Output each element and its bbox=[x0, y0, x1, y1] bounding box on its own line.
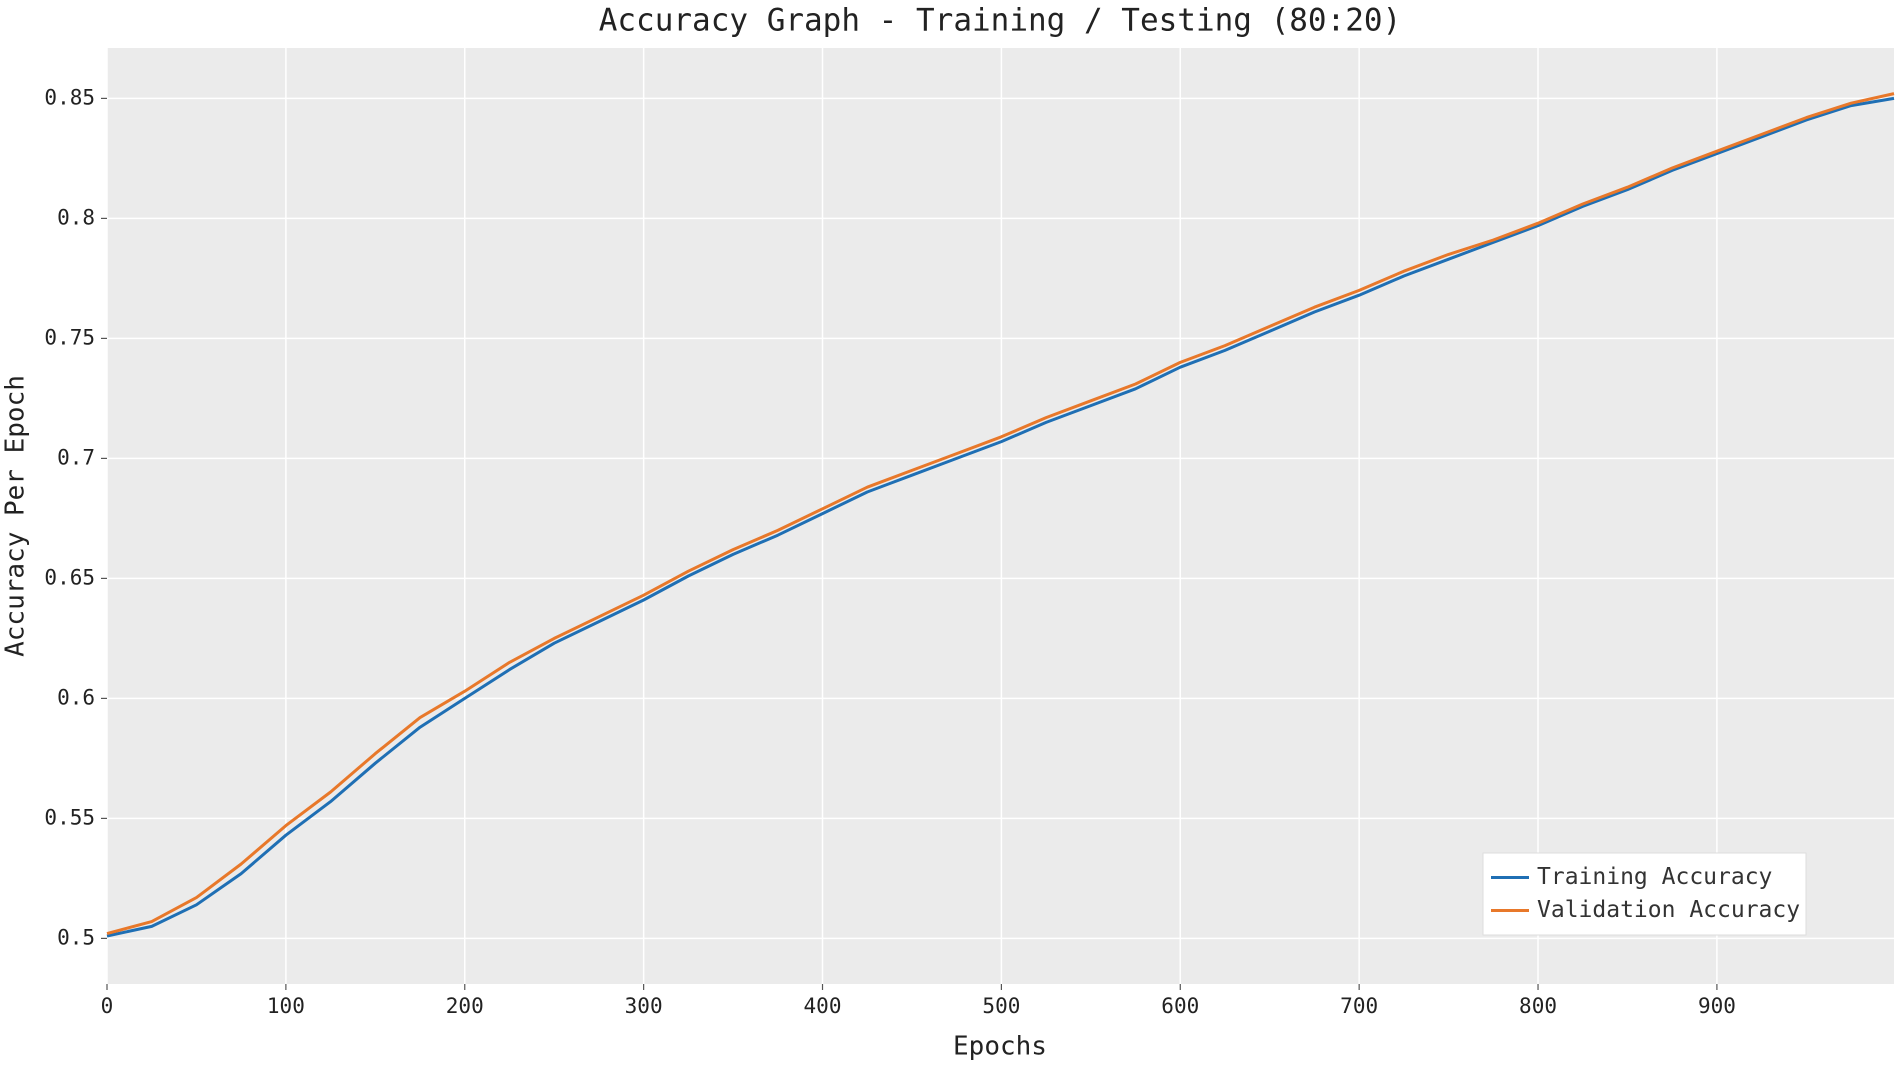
grid bbox=[106, 48, 1894, 984]
legend: Training Accuracy Validation Accuracy bbox=[1482, 852, 1807, 936]
legend-label: Training Accuracy bbox=[1537, 864, 1772, 890]
x-tick-label: 800 bbox=[1519, 994, 1557, 1018]
x-tick-label: 500 bbox=[982, 994, 1020, 1018]
series-line bbox=[106, 92, 1895, 936]
lines bbox=[106, 92, 1895, 938]
x-tick-label: 700 bbox=[1340, 994, 1378, 1018]
x-tick-label: 200 bbox=[446, 994, 484, 1018]
y-tick-label: 0.85 bbox=[44, 85, 95, 109]
x-tick-label: 0 bbox=[101, 994, 114, 1018]
x-tick-label: 300 bbox=[625, 994, 663, 1018]
y-tick-label: 0.7 bbox=[57, 445, 95, 469]
x-axis-label: Epochs bbox=[953, 1032, 1047, 1062]
y-tick-label: 0.65 bbox=[44, 565, 95, 589]
x-tick-label: 100 bbox=[267, 994, 305, 1018]
series-line bbox=[106, 96, 1895, 938]
y-tick-label: 0.55 bbox=[44, 805, 95, 829]
y-tick-label: 0.6 bbox=[57, 685, 95, 709]
y-tick-label: 0.75 bbox=[44, 325, 95, 349]
y-tick-label: 0.5 bbox=[57, 925, 95, 949]
x-tick-label: 600 bbox=[1161, 994, 1199, 1018]
y-axis-label: Accuracy Per Epoch bbox=[1, 375, 31, 657]
legend-box bbox=[1482, 852, 1807, 936]
legend-label: Validation Accuracy bbox=[1537, 897, 1800, 923]
y-tick-label: 0.8 bbox=[57, 205, 95, 229]
plot-background bbox=[107, 48, 1894, 984]
chart-title: Accuracy Graph - Training / Testing (80:… bbox=[599, 3, 1402, 39]
x-tick-label: 900 bbox=[1698, 994, 1736, 1018]
x-tick-label: 400 bbox=[804, 994, 842, 1018]
